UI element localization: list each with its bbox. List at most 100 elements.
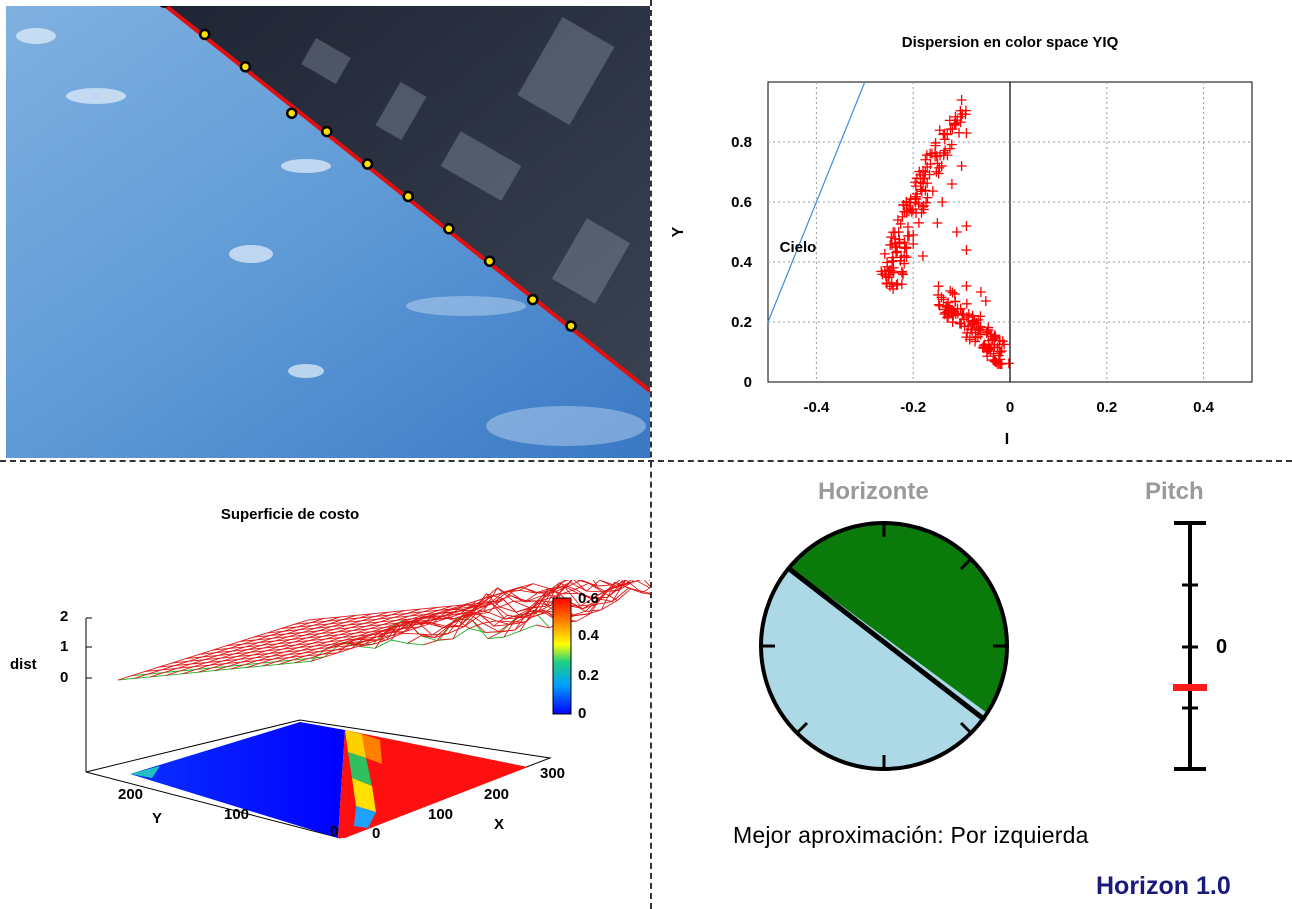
data-point xyxy=(893,227,904,238)
data-point xyxy=(917,251,928,261)
data-point xyxy=(947,287,958,298)
data-point xyxy=(944,143,955,154)
scatter-title: Dispersion en color space YIQ xyxy=(901,34,1119,51)
wire-col xyxy=(390,576,582,641)
horizon-title: Horizonte xyxy=(818,478,929,505)
x-tick-label: 0 xyxy=(1006,399,1014,416)
horizon-point xyxy=(285,107,298,119)
wire-col xyxy=(326,587,518,649)
data-point xyxy=(987,334,998,345)
horizon-point xyxy=(321,125,333,138)
y-tick-label: 0.2 xyxy=(731,314,752,331)
data-point xyxy=(956,161,967,171)
wire-col xyxy=(150,616,341,678)
data-point xyxy=(938,147,949,158)
data-point xyxy=(956,318,967,329)
data-point xyxy=(901,242,912,253)
data-point xyxy=(920,185,931,196)
data-point xyxy=(961,221,972,231)
horizontal-divider xyxy=(0,460,1292,462)
data-point xyxy=(898,269,909,280)
x-tick-label: -0.4 xyxy=(803,399,830,416)
wire-col xyxy=(374,587,566,649)
data-point xyxy=(931,151,942,162)
wire-col xyxy=(423,578,614,646)
data-point xyxy=(962,327,973,338)
wire-col xyxy=(230,608,421,670)
dial-horizon-line xyxy=(786,566,987,722)
wire-col xyxy=(198,611,389,673)
surface-ylabel: Y xyxy=(152,810,163,827)
horizon-point xyxy=(361,158,374,170)
data-point xyxy=(918,201,929,212)
wire-col xyxy=(166,614,357,676)
data-point xyxy=(957,109,968,120)
data-point xyxy=(908,230,919,240)
colorbar-tick-0: 0 xyxy=(578,705,587,722)
data-point xyxy=(889,233,900,244)
camera-image xyxy=(6,0,652,458)
data-point xyxy=(985,329,996,340)
horizon-point xyxy=(402,190,414,203)
data-point xyxy=(927,186,938,197)
base-frame xyxy=(85,719,552,839)
floor-red xyxy=(338,730,528,838)
surface-xtick-100: 100 xyxy=(428,806,454,823)
sky-separator-line xyxy=(767,81,866,323)
data-point xyxy=(918,204,929,215)
camera-view xyxy=(6,0,652,458)
surface-plot xyxy=(85,553,727,839)
data-point xyxy=(999,339,1010,350)
x-tick-label: -0.2 xyxy=(900,399,926,416)
data-point xyxy=(897,268,908,279)
data-point xyxy=(902,222,913,233)
data-point xyxy=(917,165,928,176)
data-point xyxy=(886,266,897,277)
floor-transition xyxy=(345,730,382,828)
horizon-dial xyxy=(759,521,1009,771)
data-point xyxy=(911,194,922,205)
surface-ytick-200: 200 xyxy=(118,786,144,803)
horizon-point xyxy=(565,320,577,332)
horizon-point xyxy=(526,293,539,306)
floor-blue xyxy=(130,722,345,838)
surface-chart xyxy=(0,553,727,900)
data-point xyxy=(957,309,968,320)
data-point xyxy=(973,323,984,334)
wire-col xyxy=(246,607,437,668)
status-text: Mejor aproximación: Por izquierda xyxy=(733,822,1089,848)
colorbar-tick-04: 0.4 xyxy=(578,627,599,644)
data-point xyxy=(946,179,957,189)
x-tick-label: 0.2 xyxy=(1096,399,1117,416)
horizon-point xyxy=(158,0,170,8)
wire-col xyxy=(133,617,325,679)
vertical-divider xyxy=(650,0,652,909)
data-point xyxy=(915,177,926,188)
data-point xyxy=(897,211,908,222)
pitch-marker xyxy=(1173,684,1207,691)
data-point xyxy=(961,298,972,309)
data-point xyxy=(925,159,936,170)
data-point xyxy=(975,311,986,322)
scatter-chart: -0.4 -0.2 0 0.2 0.4 0 0.2 0.4 0.6 0.8 I Y Cielo xyxy=(660,60,1280,455)
data-point xyxy=(940,304,951,315)
wire-col xyxy=(359,586,550,647)
data-point xyxy=(949,306,960,317)
wire-col xyxy=(117,619,309,681)
horizon-point xyxy=(443,223,455,235)
data-point xyxy=(949,289,960,300)
surface-ytick-0: 0 xyxy=(330,823,339,840)
data-point xyxy=(969,315,980,326)
horizon-point xyxy=(483,255,496,267)
data-point xyxy=(903,206,914,217)
surface-xtick-300: 300 xyxy=(540,765,566,782)
data-point xyxy=(956,95,967,105)
app-name: Horizon 1.0 xyxy=(1096,872,1231,900)
y-tick-label: 0 xyxy=(744,374,752,391)
data-point xyxy=(896,279,907,290)
dial-ticks xyxy=(761,523,1007,769)
wire-col xyxy=(343,583,534,645)
data-point xyxy=(933,168,944,179)
data-point xyxy=(901,252,912,263)
data-point xyxy=(894,234,905,245)
